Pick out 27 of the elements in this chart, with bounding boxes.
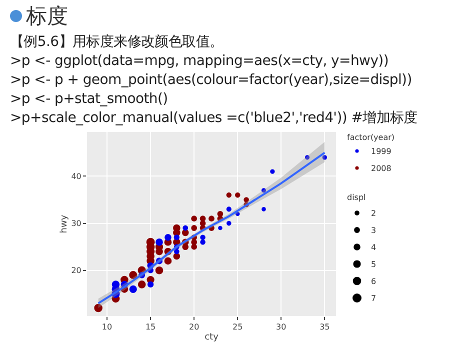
x-tick-label: 35 bbox=[320, 322, 330, 332]
chart-title: 标度 bbox=[26, 3, 68, 30]
text: >p <- p+stat_smooth() bbox=[10, 90, 169, 109]
x-tick-label: 25 bbox=[232, 322, 243, 332]
legend-label: 5 bbox=[371, 260, 376, 269]
legend-title: factor(year) bbox=[347, 133, 395, 142]
legend-label: 7 bbox=[371, 294, 376, 303]
legend-label: 4 bbox=[371, 243, 376, 252]
legend-label: 1999 bbox=[371, 147, 392, 156]
legend-label: 2008 bbox=[371, 164, 392, 173]
y-tick-label: 20 bbox=[71, 266, 82, 276]
y-tick-label: 40 bbox=[71, 172, 82, 182]
x-tick-label: 15 bbox=[145, 322, 156, 332]
legend-label: 3 bbox=[371, 226, 376, 235]
x-tick-label: 20 bbox=[188, 322, 200, 332]
legend-label: 2 bbox=[371, 209, 376, 218]
x-axis-title: cty bbox=[204, 332, 220, 342]
text: >p+scale_color_manual(values =c('blue2','red4')) #增加标度 bbox=[10, 109, 418, 128]
text: displ bbox=[347, 193, 366, 202]
y-tick-label: 30 bbox=[71, 219, 82, 228]
x-tick-label: 30 bbox=[276, 322, 286, 332]
y-axis-title: hwy bbox=[60, 214, 70, 234]
legend-label: 6 bbox=[371, 277, 376, 286]
text: >p <- p + geom_point(aes(colour=factor(year),size=displ)) bbox=[10, 71, 413, 90]
text: >p <- ggplot(data=mpg, mapping=aes(x=cty, y=hwy)) bbox=[10, 52, 390, 71]
text: 【例5.6】用标度来修改颜色取值。 bbox=[10, 33, 224, 52]
x-tick-label: 10 bbox=[102, 322, 112, 332]
